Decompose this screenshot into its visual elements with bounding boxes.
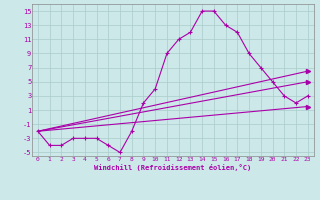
X-axis label: Windchill (Refroidissement éolien,°C): Windchill (Refroidissement éolien,°C) [94,164,252,171]
